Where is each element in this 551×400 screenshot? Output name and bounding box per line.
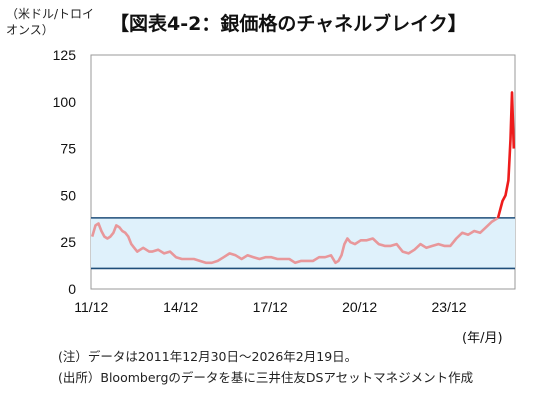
note-data-period: (注）データは2011年12月30日～2026年2月19日。	[58, 349, 358, 364]
x-axis-unit-label: (年/月)	[462, 331, 503, 346]
y-tick-label: 25	[60, 234, 76, 250]
plot-frame	[90, 54, 516, 290]
chart-title: 【図表4-2：銀価格のチャネルブレイク】	[110, 13, 467, 35]
x-axis-ticks: 11/12 14/12 17/12 20/12 23/12	[74, 299, 467, 315]
y-axis-unit-label: （米ドル/トロイ オンス）	[6, 7, 95, 37]
y-axis-ticks: 0 25 50 75 100 125	[53, 47, 77, 297]
note-source: (出所）Bloombergのデータを基に三井住友DSアセットマネジメント作成	[58, 370, 474, 385]
y-tick-label: 0	[68, 281, 76, 297]
silver-price-line-breakout	[496, 91, 516, 219]
y-tick-label: 125	[53, 47, 77, 63]
y-tick-label: 100	[53, 94, 77, 110]
x-tick-label: 23/12	[432, 299, 467, 315]
y-tick-label: 75	[60, 141, 76, 157]
y-tick-label: 50	[60, 187, 76, 203]
x-tick-label: 20/12	[342, 299, 377, 315]
silver-price-line-pre-breakout	[90, 216, 499, 265]
x-tick-label: 11/12	[74, 299, 108, 315]
x-tick-label: 14/12	[163, 299, 198, 315]
x-tick-label: 17/12	[253, 299, 288, 315]
